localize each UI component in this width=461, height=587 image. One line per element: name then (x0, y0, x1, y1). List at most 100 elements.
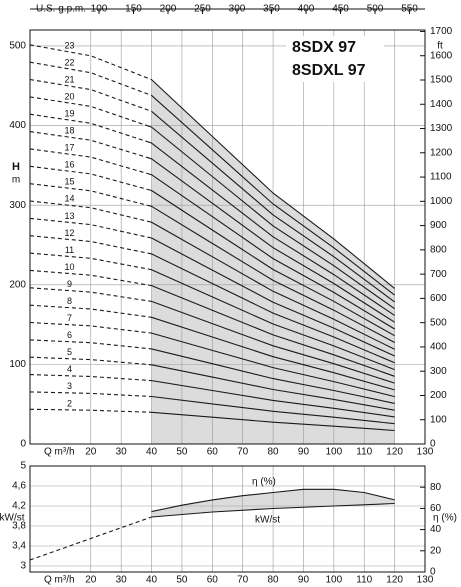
x-tick-label: 100 (326, 575, 343, 586)
x-tick-label: 20 (85, 575, 97, 586)
y2-tick-label: 80 (430, 482, 442, 493)
y2-tick-label: 0 (430, 567, 436, 578)
curve (29, 391, 395, 425)
x-tick-label: 80 (268, 447, 280, 458)
y2-tick-label: 300 (430, 366, 447, 377)
stage-label: 21 (64, 74, 74, 84)
curve (29, 44, 395, 289)
stage-label: 20 (64, 91, 74, 101)
y2-tick-label: 20 (430, 545, 442, 556)
y-tick-label: 3,4 (12, 541, 26, 552)
model-label: 8SDXL 97 (292, 62, 366, 79)
x-tick-label: 50 (176, 575, 188, 586)
y-tick-label: 4,6 (12, 481, 26, 492)
x-tick-label: 30 (116, 447, 128, 458)
top-tick-label: 500 (367, 4, 384, 15)
curve (29, 304, 395, 391)
y2-tick-label: 900 (430, 220, 447, 231)
top-tick-label: 150 (125, 4, 142, 15)
stage-label: 2 (67, 398, 72, 408)
y-tick-label: 5 (20, 461, 26, 472)
model-label: 8SDX 97 (292, 39, 356, 56)
curve (29, 374, 395, 418)
y2-tick-label: 700 (430, 269, 447, 280)
curve (29, 502, 395, 561)
stage-label: 9 (67, 279, 72, 289)
y-tick-label: 0 (20, 439, 26, 450)
y2-tick-label: 1700 (430, 26, 453, 37)
stage-label: 22 (64, 57, 74, 67)
curve (29, 339, 395, 404)
curve-label: kW/st (255, 515, 280, 526)
curve (29, 61, 395, 296)
curve (151, 488, 395, 513)
curve (29, 287, 395, 384)
top-tick-label: 300 (229, 4, 246, 15)
y-tick-label: 3 (20, 561, 26, 572)
y-tick-label: 200 (9, 279, 26, 290)
top-tick-label: 100 (91, 4, 108, 15)
x-tick-label: 80 (268, 575, 280, 586)
x-tick-label: 40 (146, 447, 158, 458)
stage-label: 17 (64, 143, 74, 153)
stage-label: 3 (67, 381, 72, 391)
y-axis-label: H (12, 161, 20, 173)
x-axis-label: Q m³/h (44, 447, 75, 458)
x-tick-label: 50 (176, 447, 188, 458)
x-tick-label: 40 (146, 575, 158, 586)
x-tick-label: 60 (207, 447, 219, 458)
x-tick-label: 90 (298, 447, 310, 458)
curve (29, 148, 395, 330)
stage-label: 13 (64, 211, 74, 221)
y-axis-label: kW/st (0, 513, 25, 524)
x-tick-label: 70 (237, 447, 249, 458)
curve (29, 252, 395, 371)
x-tick-label: 110 (356, 447, 372, 458)
y2-tick-label: 1000 (430, 196, 453, 207)
stage-label: 18 (64, 126, 74, 136)
model-label-box (286, 36, 384, 82)
lines-layer (29, 44, 395, 432)
x-tick-label: 120 (386, 575, 403, 586)
curve (29, 269, 395, 377)
y2-tick-label: 40 (430, 524, 442, 535)
y-axis-unit: m (12, 175, 20, 186)
top-tick-label: 350 (263, 4, 280, 15)
x-tick-label: 120 (386, 447, 403, 458)
y2-tick-label: 1300 (430, 123, 453, 134)
y2-tick-label: 500 (430, 317, 447, 328)
x-tick-label: 130 (417, 447, 434, 458)
stage-label: 19 (64, 109, 74, 119)
stage-label: 5 (67, 347, 72, 357)
x-tick-label: 110 (356, 575, 372, 586)
curve (29, 217, 395, 357)
x-tick-label: 70 (237, 575, 249, 586)
y-tick-label: 300 (9, 200, 26, 211)
curve (29, 356, 395, 411)
y2-axis-label: ft (437, 41, 443, 52)
plot-frame (29, 465, 426, 573)
stage-label: 8 (67, 296, 72, 306)
y2-axis-label: η (%) (433, 513, 457, 524)
curve (29, 408, 395, 432)
curve (29, 131, 395, 323)
stage-label: 15 (64, 177, 74, 187)
y2-tick-label: 1200 (430, 147, 453, 158)
stage-label: 14 (64, 194, 74, 204)
x-tick-label: 20 (85, 447, 97, 458)
y-tick-label: 400 (9, 120, 26, 131)
stage-label: 10 (64, 262, 74, 272)
y2-tick-label: 0 (430, 439, 436, 450)
x-tick-label: 60 (207, 575, 219, 586)
stage-label: 16 (64, 160, 74, 170)
y2-tick-label: 400 (430, 342, 447, 353)
stage-label: 23 (64, 40, 74, 50)
stage-label: 4 (67, 364, 72, 374)
stage-label: 11 (65, 245, 74, 255)
curve (29, 183, 395, 343)
curve-label: η (%) (252, 477, 276, 488)
curve (29, 321, 395, 398)
curve (29, 200, 395, 350)
curve (29, 96, 395, 310)
